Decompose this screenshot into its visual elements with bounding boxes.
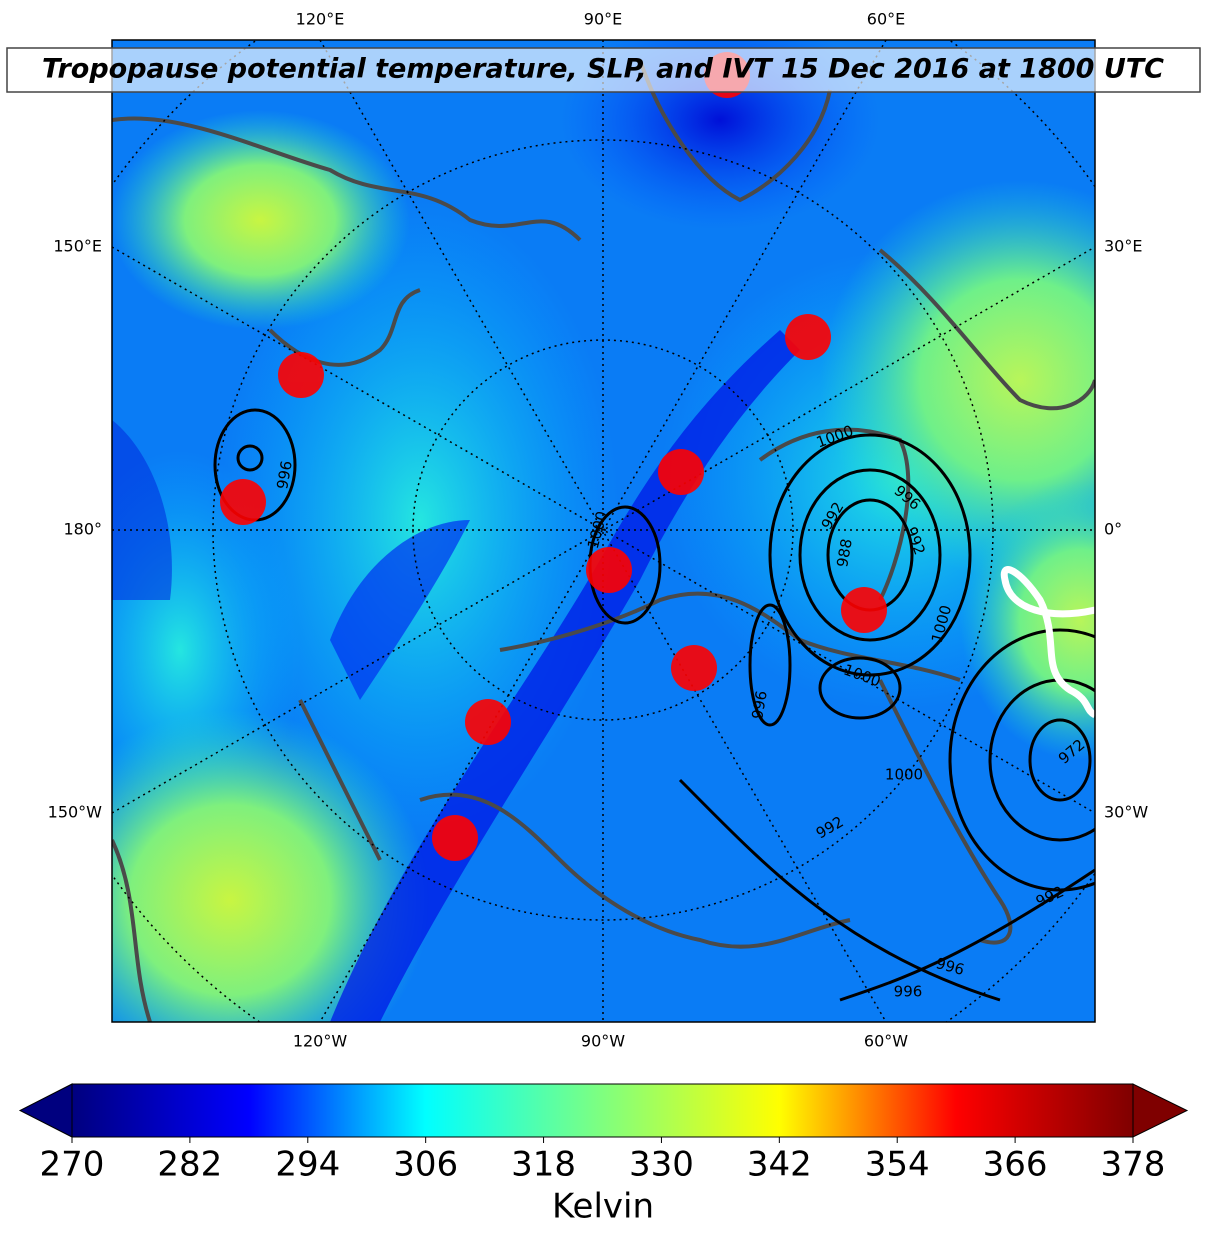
colorbar-extend-high (1132, 1083, 1189, 1138)
colorbar-tick-label: 330 (629, 1145, 694, 1185)
graticule-label: 150°E (53, 237, 102, 256)
ivt-contour (1000, 566, 1095, 719)
colorbar (71, 1083, 1134, 1138)
graticule (112, 40, 1095, 1022)
field-region (112, 710, 430, 1022)
contour-label: 996 (748, 689, 771, 720)
colorbar-tick-label: 306 (393, 1145, 458, 1185)
title-box (6, 47, 1201, 93)
storm-markers (220, 52, 887, 861)
colorbar-tick-label: 282 (157, 1145, 222, 1185)
colorbar-tick-label: 378 (1101, 1145, 1166, 1185)
graticule-label: 30°W (1104, 803, 1148, 822)
graticule-label: 60°W (864, 1032, 908, 1051)
field-region (220, 200, 620, 840)
contour-label: 996 (894, 983, 923, 1001)
graticule-label: 0° (1104, 520, 1122, 539)
colorbar-tick-label: 294 (275, 1145, 340, 1185)
colorbar-tick-label: 342 (747, 1145, 812, 1185)
field-band (330, 520, 470, 700)
graticule-label: 150°W (48, 803, 103, 822)
colorbar-tick-label: 270 (40, 1145, 105, 1185)
graticule-label: 90°W (581, 1032, 625, 1051)
field-region (112, 110, 410, 330)
map-frame (111, 39, 1096, 1023)
graticule-label: 30°E (1104, 237, 1142, 256)
colorbar-extend-low (18, 1083, 73, 1138)
title: Tropopause potential temperature, SLP, a… (42, 54, 1164, 85)
contour-label: 1000 (885, 766, 923, 784)
field-region (560, 40, 880, 230)
coastlines (112, 59, 1095, 1022)
colorbar-tick-label: 318 (511, 1145, 576, 1185)
contour-label: 996 (273, 459, 296, 490)
colorbar-tick-label: 366 (983, 1145, 1048, 1185)
graticule-label: 120°W (293, 1032, 348, 1051)
colorbar-tick-label: 354 (865, 1145, 930, 1185)
graticule-label: 180° (63, 520, 102, 539)
colorbar-label: Kelvin (552, 1187, 654, 1227)
map: 9961000100099699299298899610001000996100… (112, 40, 1095, 1022)
graticule-label: 90°E (584, 10, 622, 29)
graticule-label: 60°E (867, 10, 905, 29)
field-region (960, 480, 1095, 760)
field-region (820, 180, 1095, 580)
contour-label: 988 (833, 537, 856, 568)
graticule-label: 120°E (296, 10, 345, 29)
field-band (112, 420, 172, 600)
